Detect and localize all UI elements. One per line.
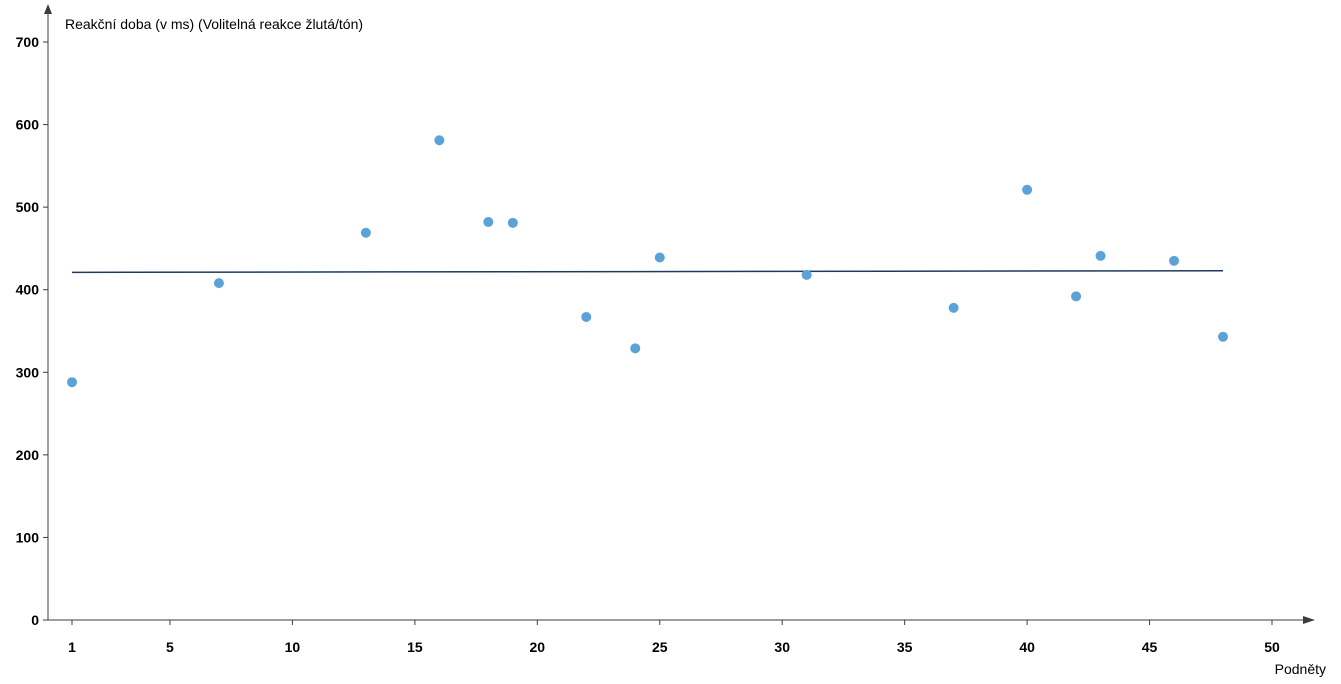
data-point (1218, 331, 1229, 342)
y-axis-title: Reakční doba (v ms) (Volitelná reakce žl… (65, 16, 363, 32)
data-point (483, 217, 494, 228)
x-tick-label: 25 (652, 639, 668, 655)
y-axis-ticks: 0 100 200 300 400 500 600 700 (16, 34, 48, 628)
x-tick-label: 35 (897, 639, 913, 655)
x-tick-label: 10 (285, 639, 301, 655)
data-point (67, 377, 77, 388)
data-point (801, 269, 812, 280)
trendline (71, 269, 1224, 274)
x-axis-ticks: 1 5 10 15 20 25 30 35 40 45 50 (68, 620, 1280, 655)
data-points (67, 135, 1229, 388)
data-point (654, 252, 665, 263)
data-point (434, 135, 445, 146)
data-point (1095, 250, 1106, 261)
data-point (1071, 291, 1082, 302)
data-point (507, 217, 518, 228)
data-point (630, 343, 641, 354)
data-point (360, 227, 371, 238)
data-point (581, 311, 592, 322)
y-tick-label: 300 (16, 364, 40, 380)
x-tick-label: 40 (1019, 639, 1035, 655)
data-point (1169, 255, 1180, 266)
trendline-group (71, 269, 1224, 274)
x-axis-arrow (1303, 616, 1315, 624)
y-axis-arrow (44, 4, 52, 14)
axes (44, 4, 1315, 624)
y-tick-label: 100 (16, 529, 40, 545)
y-tick-label: 700 (16, 34, 40, 50)
x-axis-title: Podněty (1275, 661, 1326, 677)
data-point (948, 302, 959, 313)
x-tick-label: 45 (1142, 639, 1158, 655)
y-tick-label: 500 (16, 199, 40, 215)
data-point (213, 278, 224, 289)
y-tick-label: 200 (16, 447, 40, 463)
x-tick-label: 1 (68, 639, 76, 655)
x-tick-label: 20 (530, 639, 546, 655)
x-tick-label: 5 (166, 639, 174, 655)
x-tick-label: 50 (1264, 639, 1280, 655)
data-point (1022, 184, 1033, 195)
x-tick-label: 30 (774, 639, 790, 655)
y-tick-label: 600 (16, 117, 40, 133)
x-tick-label: 15 (407, 639, 423, 655)
y-tick-label: 0 (31, 612, 39, 628)
y-tick-label: 400 (16, 282, 40, 298)
